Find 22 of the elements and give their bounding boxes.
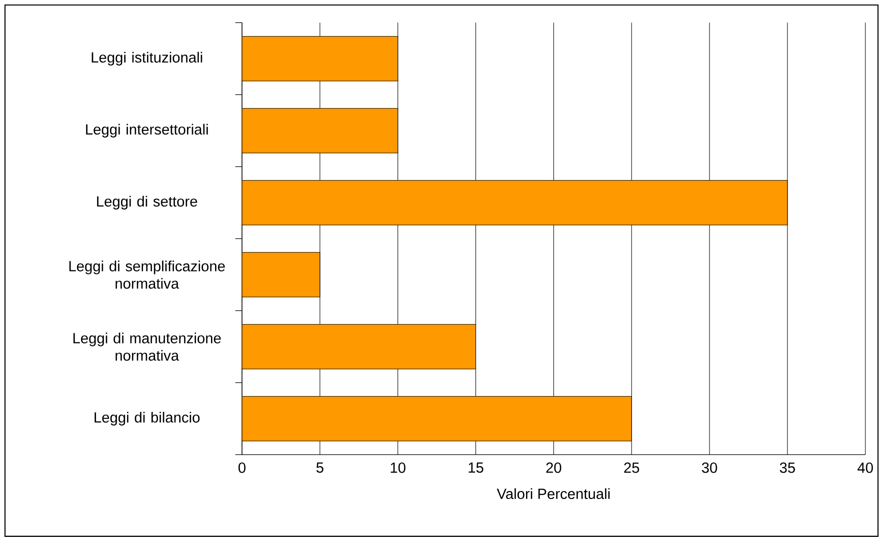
- x-tick-label: 5: [316, 462, 324, 473]
- x-tick-label: 0: [238, 462, 246, 473]
- bar: [242, 36, 398, 82]
- x-tick-label: 30: [702, 462, 718, 473]
- x-tick-label: 40: [858, 462, 873, 473]
- x-tick-label: 25: [624, 462, 640, 473]
- y-tick-label: Leggi di settore: [97, 196, 198, 210]
- x-tick-label: 20: [546, 462, 562, 473]
- y-tick-label: Leggi di bilancio: [94, 412, 200, 426]
- y-tick-label: Leggi intersettoriali: [86, 124, 208, 138]
- y-tick-label: Leggi di manutenzione normativa: [73, 332, 221, 361]
- bar: [242, 324, 476, 370]
- y-tick-label: Leggi istituzionali: [92, 52, 202, 66]
- x-tick-label: 35: [780, 462, 795, 473]
- x-tick-label: 15: [468, 462, 484, 473]
- x-tick-label: 10: [390, 462, 406, 473]
- bar: [242, 396, 632, 442]
- y-tick-label: Leggi di semplificazione normativa: [69, 260, 225, 289]
- bar: [242, 180, 788, 226]
- x-axis-title: Valori Percentuali: [496, 488, 610, 500]
- bar: [242, 108, 398, 154]
- bar: [242, 252, 320, 298]
